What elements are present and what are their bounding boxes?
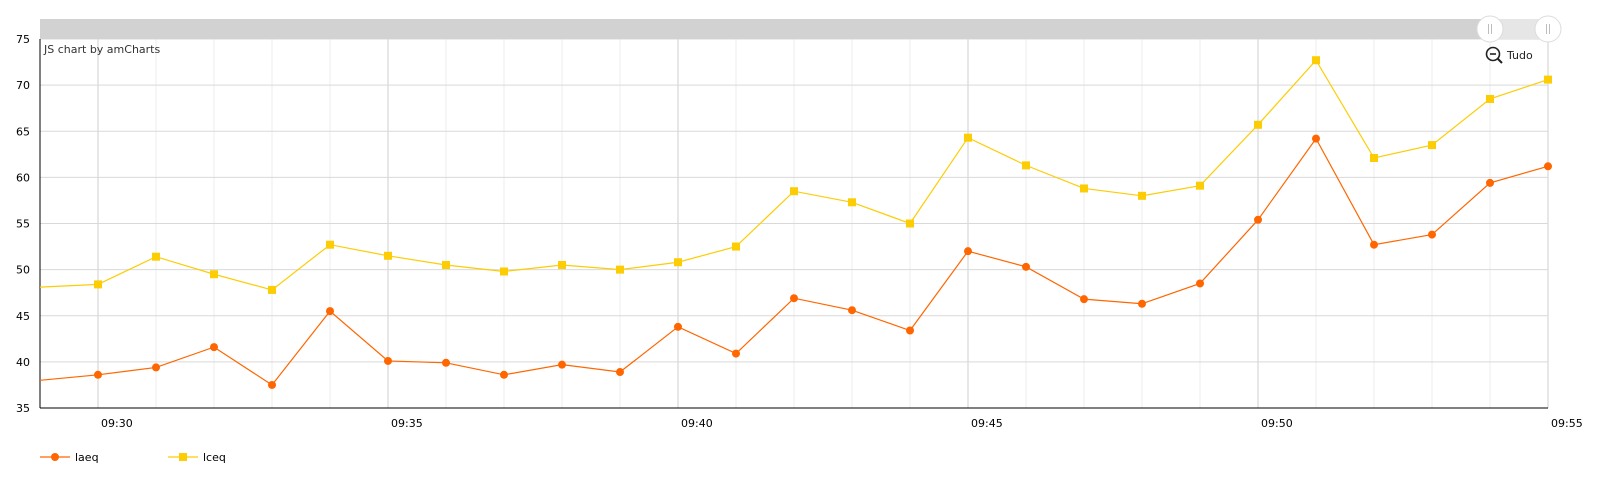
data-point[interactable]	[1312, 134, 1320, 143]
zoom-out-label: Tudo	[1506, 49, 1533, 62]
data-point[interactable]	[1544, 75, 1552, 84]
y-tick-label: 40	[16, 356, 30, 369]
data-point[interactable]	[1254, 120, 1262, 129]
data-point[interactable]	[1196, 279, 1204, 288]
data-point[interactable]	[558, 261, 566, 270]
data-point[interactable]	[790, 294, 798, 303]
data-point[interactable]	[558, 360, 566, 369]
data-point[interactable]	[326, 240, 334, 249]
data-point[interactable]	[732, 242, 740, 251]
legend-marker	[51, 453, 59, 461]
data-point[interactable]	[906, 219, 914, 228]
scrollbar-grip-left[interactable]	[1476, 15, 1504, 43]
data-point[interactable]	[848, 198, 856, 207]
data-point[interactable]	[94, 280, 102, 289]
scrollbar-handle-area[interactable]	[1490, 19, 1548, 39]
y-tick-label: 70	[16, 79, 30, 92]
data-point[interactable]	[326, 307, 334, 316]
y-tick-label: 45	[16, 310, 30, 323]
data-point[interactable]	[1370, 240, 1378, 249]
series-group	[40, 56, 1552, 389]
scrollbar-track[interactable]	[40, 19, 1548, 39]
y-tick-label: 35	[16, 402, 30, 415]
data-point[interactable]	[616, 265, 624, 274]
series-lceq	[40, 56, 1552, 294]
legend-item-laeq[interactable]: laeq	[40, 451, 99, 464]
x-tick-label: 09:30	[101, 417, 133, 430]
legend-marker	[179, 453, 187, 461]
data-point[interactable]	[384, 251, 392, 260]
grid	[39, 38, 1549, 409]
y-tick-label: 75	[16, 33, 30, 46]
data-point[interactable]	[906, 326, 914, 335]
x-tick-label: 09:35	[391, 417, 423, 430]
data-point[interactable]	[152, 363, 160, 372]
data-point[interactable]	[674, 322, 682, 331]
x-tick-label: 09:45	[971, 417, 1003, 430]
data-point[interactable]	[94, 370, 102, 379]
data-point[interactable]	[268, 380, 276, 389]
data-point[interactable]	[964, 133, 972, 142]
series-laeq	[40, 134, 1552, 389]
data-point[interactable]	[1254, 215, 1262, 224]
data-point[interactable]	[848, 306, 856, 315]
data-point[interactable]	[210, 270, 218, 279]
scrollbar-grip-right[interactable]	[1534, 15, 1562, 43]
legend-label: laeq	[75, 451, 99, 464]
data-point[interactable]	[1022, 161, 1030, 170]
data-point[interactable]	[1138, 191, 1146, 200]
x-tick-label: 09:40	[681, 417, 713, 430]
y-tick-label: 60	[16, 171, 30, 184]
data-point[interactable]	[500, 267, 508, 276]
data-point[interactable]	[790, 187, 798, 196]
data-point[interactable]	[442, 358, 450, 367]
data-point[interactable]	[1138, 299, 1146, 308]
y-tick-label: 65	[16, 125, 30, 138]
data-point[interactable]	[1080, 184, 1088, 193]
legend-item-lceq[interactable]: lceq	[168, 451, 226, 464]
y-tick-label: 55	[16, 218, 30, 231]
data-point[interactable]	[152, 252, 160, 261]
data-point[interactable]	[1080, 295, 1088, 304]
data-point[interactable]	[1544, 162, 1552, 171]
x-tick-label: 09:50	[1261, 417, 1293, 430]
data-point[interactable]	[1486, 178, 1494, 187]
data-point[interactable]	[1428, 230, 1436, 239]
zoom-out-button[interactable]: Tudo	[1485, 46, 1534, 64]
legend-label: lceq	[203, 451, 226, 464]
axes: 35 40 45 50 55 60 65 70 75 09:30 09:35 09:40 09:45 09…	[16, 33, 1583, 430]
data-point[interactable]	[442, 261, 450, 270]
y-tick-label: 50	[16, 264, 30, 277]
chart-credit[interactable]: JS chart by amCharts	[43, 43, 160, 56]
x-tick-label: 09:55	[1551, 417, 1583, 430]
data-point[interactable]	[674, 258, 682, 267]
data-point[interactable]	[1370, 154, 1378, 163]
data-point[interactable]	[964, 247, 972, 256]
data-point[interactable]	[500, 370, 508, 379]
data-point[interactable]	[1486, 94, 1494, 103]
data-point[interactable]	[1428, 141, 1436, 150]
data-point[interactable]	[616, 368, 624, 377]
data-point[interactable]	[268, 285, 276, 294]
scrollbar[interactable]	[40, 15, 1562, 43]
data-point[interactable]	[1022, 262, 1030, 271]
data-point[interactable]	[210, 343, 218, 352]
data-point[interactable]	[732, 349, 740, 358]
data-point[interactable]	[1196, 181, 1204, 190]
zoom-out-icon	[1485, 46, 1503, 64]
data-point[interactable]	[1312, 56, 1320, 65]
legend[interactable]: laeq lceq	[40, 451, 226, 464]
data-point[interactable]	[384, 356, 392, 365]
